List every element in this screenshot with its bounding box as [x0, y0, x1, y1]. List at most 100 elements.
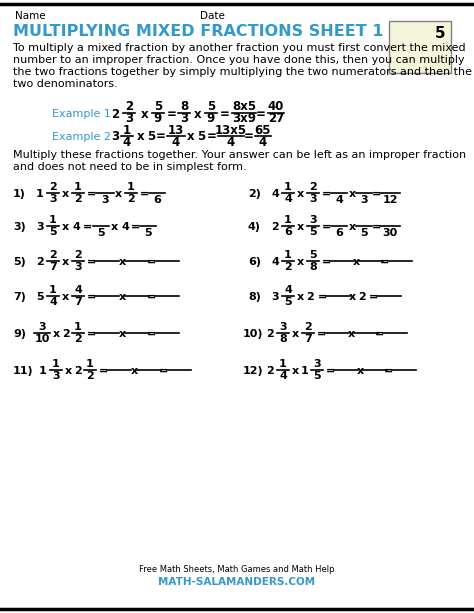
Text: 1: 1: [39, 366, 47, 376]
Text: 4: 4: [284, 194, 292, 204]
Text: x: x: [348, 292, 356, 302]
Text: 3: 3: [101, 195, 109, 205]
Text: 5: 5: [284, 297, 292, 307]
Text: 5: 5: [144, 228, 152, 238]
Text: 2: 2: [36, 257, 44, 267]
Text: x: x: [62, 292, 69, 302]
Text: =: =: [100, 366, 109, 376]
Text: number to an improper fraction. Once you have done this, then you can multiply: number to an improper fraction. Once you…: [13, 55, 465, 65]
Text: 4: 4: [271, 257, 279, 267]
Text: =: =: [373, 222, 382, 232]
Text: =: =: [319, 292, 328, 302]
Text: 2: 2: [358, 292, 366, 302]
Text: 4: 4: [74, 285, 82, 295]
Text: 3: 3: [309, 215, 317, 225]
Text: =: =: [159, 366, 169, 376]
Text: x: x: [296, 292, 303, 302]
Text: 3: 3: [52, 371, 60, 381]
Text: 2: 2: [74, 334, 82, 344]
Text: 4: 4: [335, 195, 343, 205]
Text: 7: 7: [74, 297, 82, 307]
Text: x: x: [348, 189, 356, 199]
Text: x: x: [110, 222, 118, 232]
Text: 1: 1: [127, 182, 135, 192]
Text: =: =: [322, 189, 332, 199]
Text: 3: 3: [271, 292, 279, 302]
Text: x: x: [296, 257, 303, 267]
Text: x: x: [353, 257, 360, 267]
Text: x: x: [137, 131, 145, 143]
Text: 7): 7): [13, 292, 26, 302]
Text: 2: 2: [74, 250, 82, 260]
Text: 13x5: 13x5: [215, 123, 247, 137]
Text: 2): 2): [248, 189, 261, 199]
Text: 3: 3: [313, 359, 321, 369]
Text: 5: 5: [36, 292, 44, 302]
Text: =: =: [131, 222, 141, 232]
Text: 6: 6: [335, 228, 343, 238]
Text: x: x: [118, 257, 126, 267]
Text: 1: 1: [284, 215, 292, 225]
Text: 8: 8: [279, 334, 287, 344]
Text: =: =: [373, 189, 382, 199]
Text: =: =: [167, 107, 177, 121]
Text: 3: 3: [360, 195, 368, 205]
Text: =: =: [322, 257, 332, 267]
Text: =: =: [87, 189, 97, 199]
Text: 3: 3: [111, 131, 119, 143]
Text: 2: 2: [127, 194, 135, 204]
Text: 4): 4): [248, 222, 261, 232]
Text: 3: 3: [38, 322, 46, 332]
Text: To multiply a mixed fraction by another fraction you must first convert the mixe: To multiply a mixed fraction by another …: [13, 43, 465, 53]
Text: 2: 2: [266, 329, 274, 339]
Text: x: x: [141, 107, 149, 121]
Text: 1: 1: [123, 123, 131, 137]
Text: 3: 3: [279, 322, 287, 332]
Text: MULTIPLYING MIXED FRACTIONS SHEET 1: MULTIPLYING MIXED FRACTIONS SHEET 1: [13, 25, 383, 39]
Text: 6: 6: [153, 195, 161, 205]
Text: 30: 30: [383, 228, 398, 238]
Text: x: x: [118, 329, 126, 339]
Text: 5: 5: [49, 227, 57, 237]
Text: 4: 4: [227, 135, 235, 148]
Text: =: =: [380, 257, 390, 267]
Text: 13: 13: [168, 123, 184, 137]
Text: Date: Date: [200, 11, 225, 21]
Text: and does not need to be in simplest form.: and does not need to be in simplest form…: [13, 162, 246, 172]
Text: 5: 5: [435, 26, 445, 42]
Text: 2: 2: [49, 182, 57, 192]
Text: 8: 8: [180, 101, 188, 113]
Text: Example 1: Example 1: [52, 109, 111, 119]
Text: 1: 1: [284, 250, 292, 260]
Text: 5: 5: [147, 131, 155, 143]
Text: Free Math Sheets, Math Games and Math Help: Free Math Sheets, Math Games and Math He…: [139, 566, 335, 574]
Text: the two fractions together by simply multiplying the two numerators and then the: the two fractions together by simply mul…: [13, 67, 472, 77]
Text: 5: 5: [154, 101, 162, 113]
Text: 1: 1: [86, 359, 94, 369]
Text: x: x: [62, 189, 69, 199]
Text: 4: 4: [123, 135, 131, 148]
Text: 4: 4: [284, 285, 292, 295]
Text: =: =: [207, 131, 217, 143]
Text: 1: 1: [279, 359, 287, 369]
Text: =: =: [147, 292, 156, 302]
Text: x: x: [118, 292, 126, 302]
Text: =: =: [140, 189, 150, 199]
Text: 2: 2: [309, 182, 317, 192]
Text: 3x9: 3x9: [232, 113, 256, 126]
Text: 3: 3: [309, 194, 317, 204]
Text: 65: 65: [255, 123, 271, 137]
Text: 4: 4: [271, 189, 279, 199]
Text: 2: 2: [49, 250, 57, 260]
Text: =: =: [256, 107, 266, 121]
Text: 6: 6: [284, 227, 292, 237]
Text: Multiply these fractions together. Your answer can be left as an improper fracti: Multiply these fractions together. Your …: [13, 150, 466, 160]
Text: MATH-SALAMANDERS.COM: MATH-SALAMANDERS.COM: [158, 577, 316, 587]
Text: x: x: [356, 366, 364, 376]
Text: 27: 27: [268, 113, 284, 126]
Text: 4: 4: [259, 135, 267, 148]
Text: 5: 5: [309, 227, 317, 237]
Text: x: x: [114, 189, 121, 199]
Text: two denominators.: two denominators.: [13, 79, 118, 89]
Text: 1: 1: [284, 182, 292, 192]
